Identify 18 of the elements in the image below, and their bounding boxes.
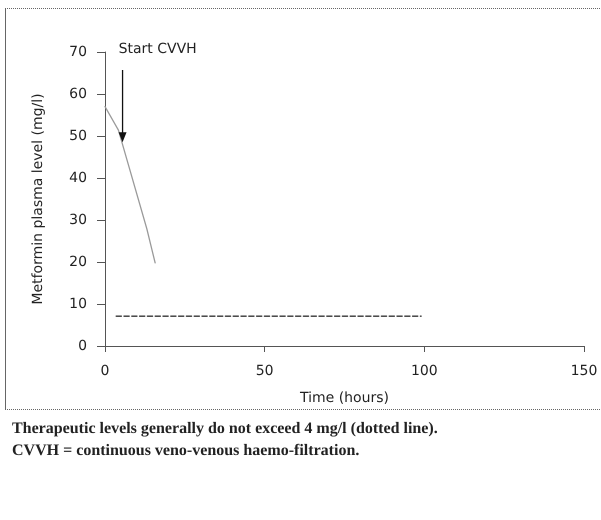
x-tick-label: 50 bbox=[256, 363, 274, 379]
x-tick-label: 100 bbox=[410, 363, 438, 379]
x-tick-label: 0 bbox=[100, 363, 110, 379]
y-tick-label: 70 bbox=[69, 44, 87, 60]
y-tick-label: 30 bbox=[69, 212, 87, 228]
y-tick-label: 60 bbox=[69, 86, 87, 102]
y-tick-label: 50 bbox=[69, 128, 87, 144]
line-series bbox=[104, 106, 156, 264]
y-tick-label: 0 bbox=[78, 338, 87, 354]
y-tick-label: 40 bbox=[69, 170, 87, 186]
x-tick-label: 150 bbox=[570, 363, 598, 379]
x-axis-title: Time (hours) bbox=[299, 390, 389, 406]
annotation: Start CVVH bbox=[118, 41, 197, 57]
text: CVVH = continuous veno-venous haemo-filtration. bbox=[12, 441, 360, 461]
y-tick-label: 10 bbox=[69, 296, 87, 312]
text: Therapeutic levels generally do not exceed 4 mg/l (dotted line). bbox=[12, 419, 439, 439]
y-axis-title: Metformin plasma level (mg/l) bbox=[30, 93, 46, 305]
y-tick-label: 20 bbox=[69, 254, 87, 270]
